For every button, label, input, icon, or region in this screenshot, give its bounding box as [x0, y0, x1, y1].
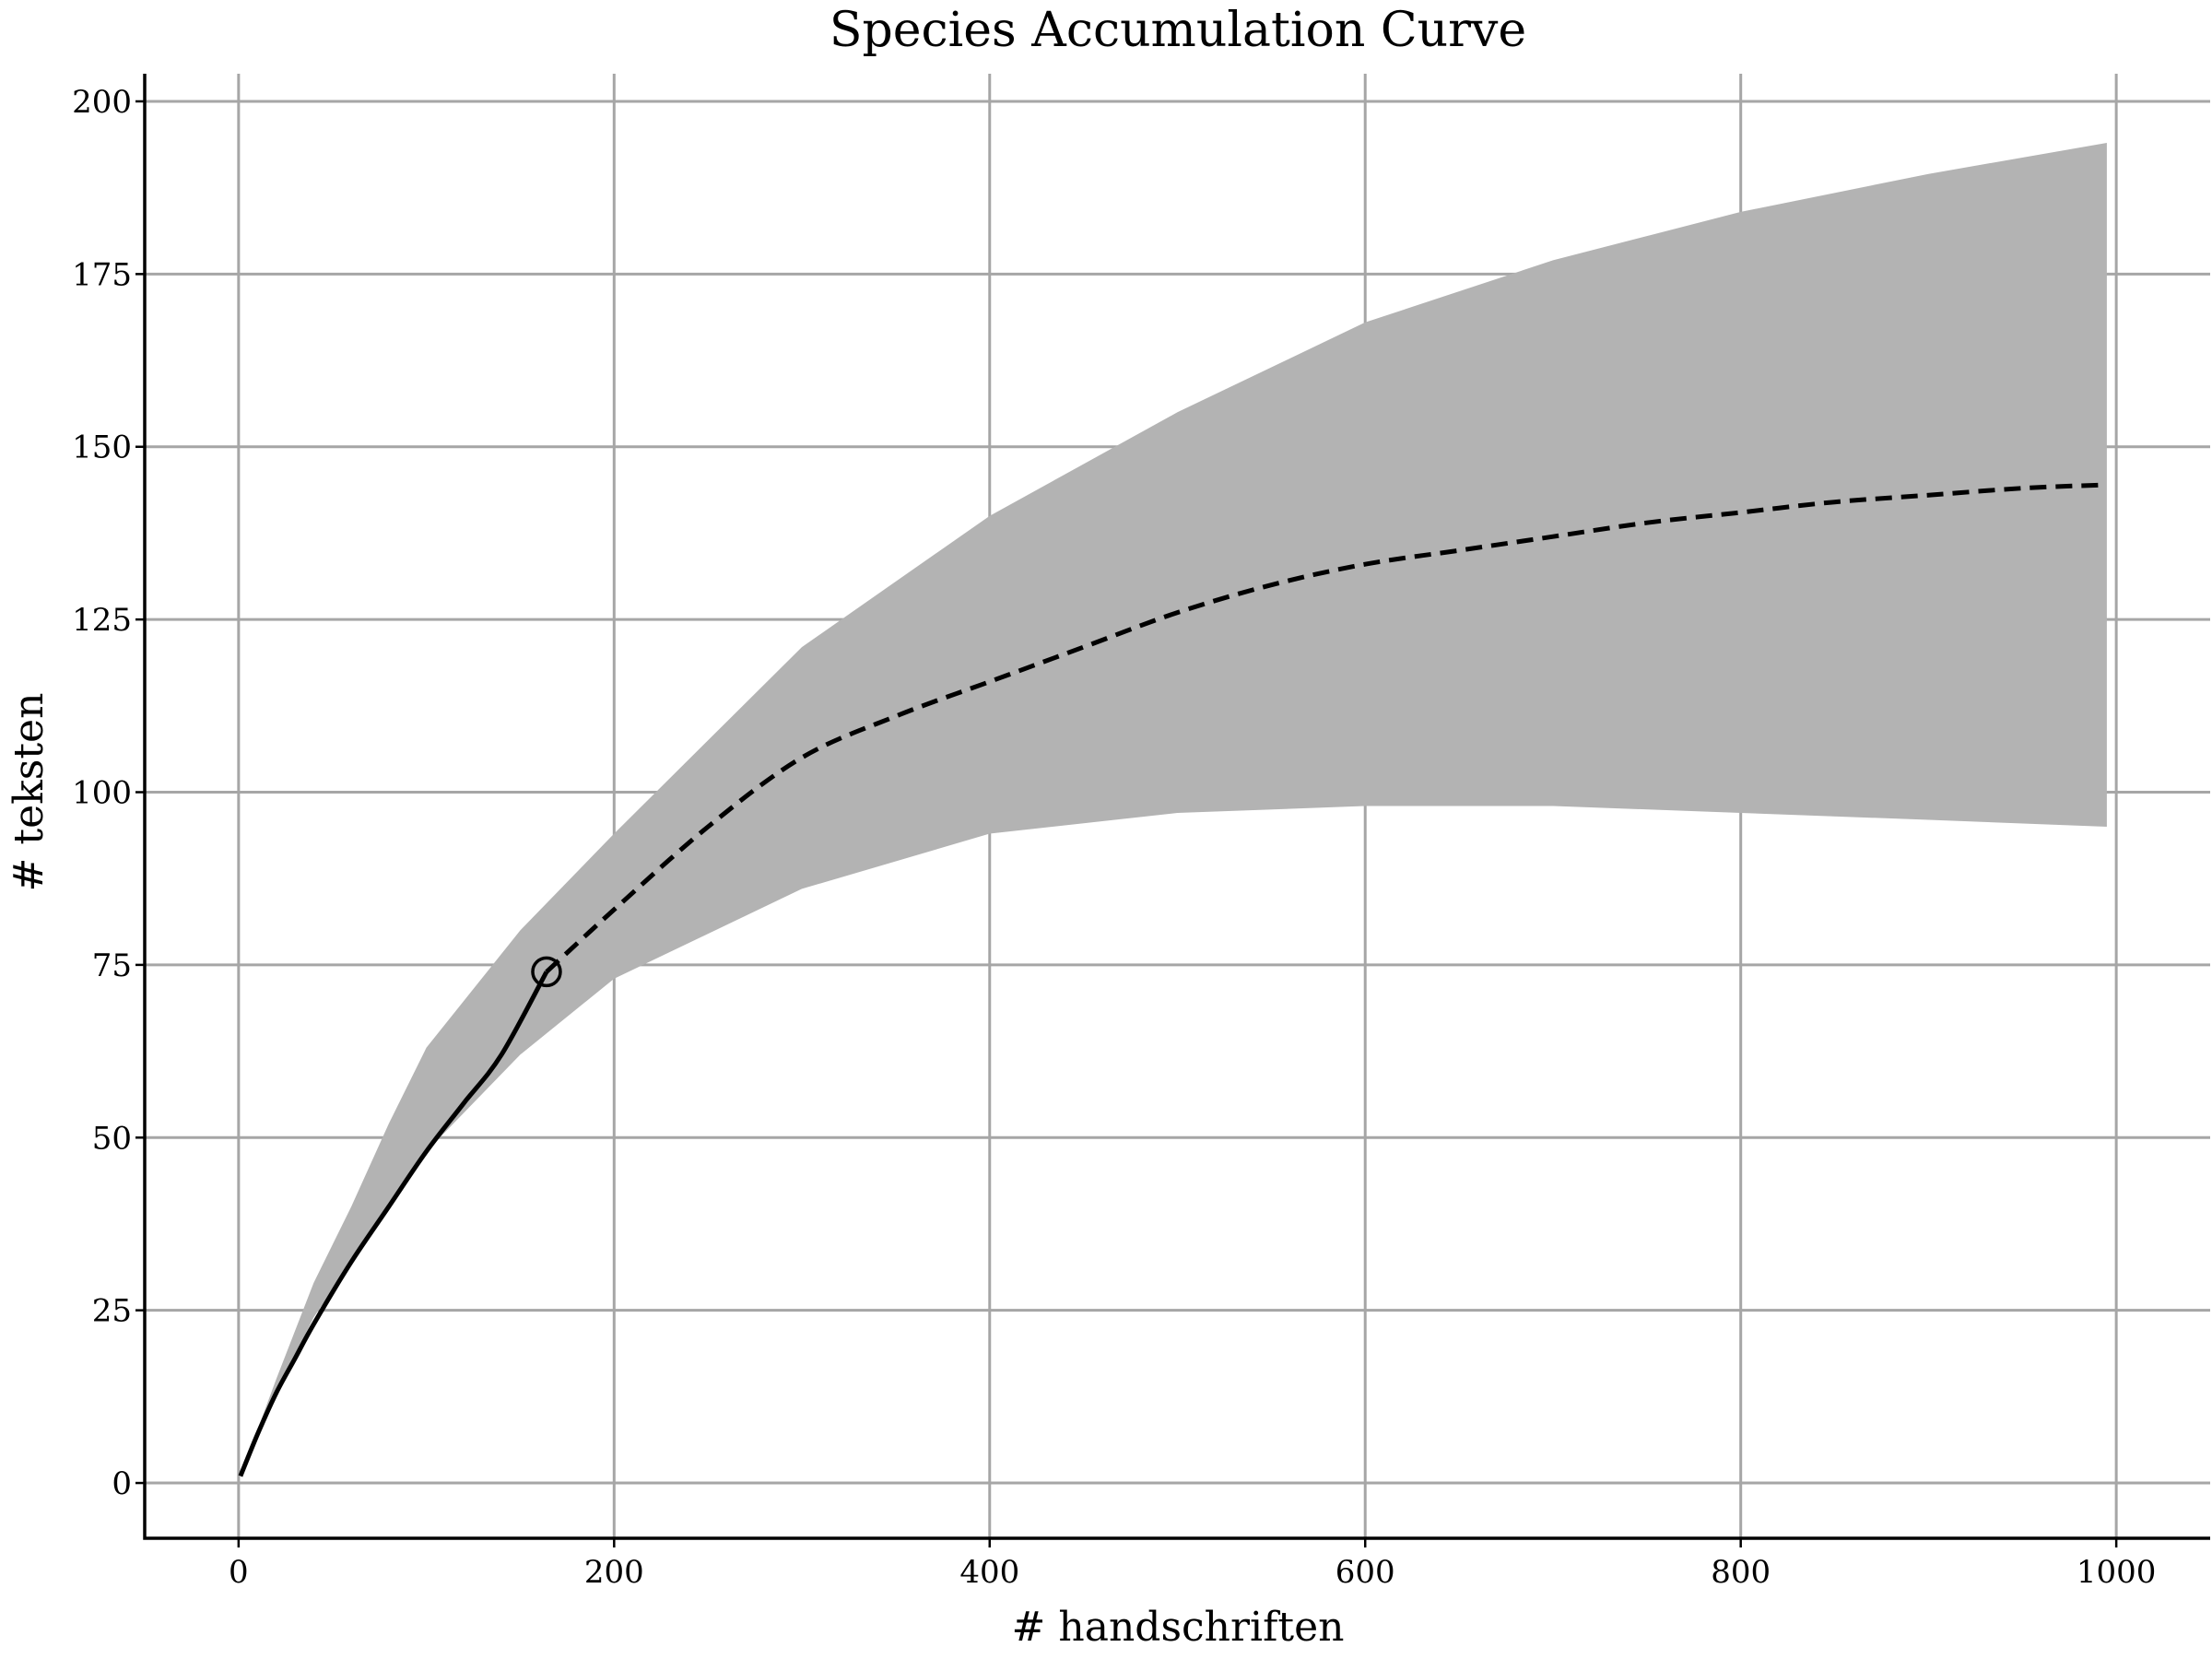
- y-axis-ticks: 0 25 50 75 100 125 150 175 200: [72, 84, 145, 1502]
- series-layer: [238, 482, 2107, 1477]
- y-tick-label-200: 200: [72, 84, 132, 121]
- y-tick-label-175: 175: [72, 256, 132, 293]
- x-tick-label-200: 200: [584, 1554, 644, 1591]
- y-tick-label-125: 125: [72, 602, 132, 639]
- marker-layer: [531, 956, 562, 988]
- x-axis-label: # handschriften: [1012, 1604, 1345, 1651]
- chart-title: Species Accumulation Curve: [830, 3, 1526, 58]
- x-tick-label-600: 600: [1335, 1554, 1395, 1591]
- y-tick-label-75: 75: [92, 947, 132, 984]
- y-tick-label-100: 100: [72, 775, 132, 812]
- y-tick-label-150: 150: [72, 429, 132, 466]
- confidence-band: [240, 143, 2107, 1477]
- x-axis-ticks: 0 200 400 600 800 1000: [229, 1538, 2156, 1591]
- y-axis-label: # teksten: [6, 693, 53, 892]
- x-tick-label-1000: 1000: [2077, 1554, 2157, 1591]
- extrapolation-line: [545, 482, 2107, 974]
- axis-lines: [143, 74, 2210, 1540]
- confidence-band-layer: [240, 143, 2107, 1477]
- y-tick-label-50: 50: [92, 1120, 132, 1157]
- y-tick-label-0: 0: [112, 1465, 132, 1502]
- x-tick-label-400: 400: [959, 1554, 1019, 1591]
- x-tick-label-800: 800: [1711, 1554, 1771, 1591]
- y-tick-label-25: 25: [92, 1293, 132, 1330]
- observed-point-marker: [531, 956, 562, 988]
- x-tick-label-0: 0: [229, 1554, 249, 1591]
- rarefaction-line: [238, 971, 549, 1477]
